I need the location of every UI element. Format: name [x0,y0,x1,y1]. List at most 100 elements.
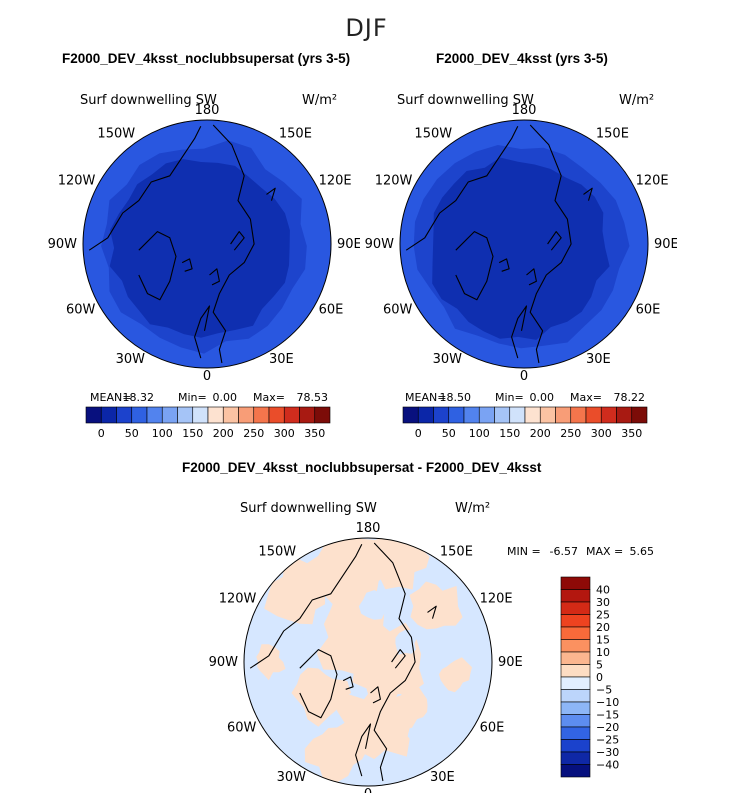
map-panel-right: Surf downwelling SW W/m² 180 0 150W 150E 120… [365,93,677,440]
lon-label-mid-lower-right: 60E [319,302,344,317]
colorbar-box [299,406,316,424]
figure-title: DJF [345,14,388,42]
colorbar-box [207,406,224,424]
lon-label-mid-upper-left: 120W [375,174,413,189]
colorbar-tick-label: −20 [596,721,619,734]
lon-label-upper-left: 150W [258,544,296,559]
colorbar-tick-label: 15 [596,634,610,647]
mean-value: 18.32 [123,391,155,404]
coastline [547,231,562,251]
mean-label: MEAN= [90,391,131,404]
colorbar-box [560,626,591,640]
min-value: -6.57 [550,545,578,558]
coastline [212,124,255,364]
colorbar-box [177,406,194,424]
lon-label-mid-lower-right: 60E [480,720,505,735]
mean-label: MEAN= [405,391,446,404]
colorbar-box [161,406,178,424]
max-value: 78.22 [614,391,646,404]
coastline [88,125,202,251]
colorbar-box [417,406,434,424]
lon-label-lower-right: 30E [269,352,294,367]
colorbar-box [116,406,133,424]
shade-positive [438,657,472,693]
coastline [355,723,372,777]
colorbar-tick-label: 150 [499,427,520,440]
colorbar-box [433,406,450,424]
coastline [373,542,416,782]
lon-label-lower-left: 30W [433,352,463,367]
colorbar-tick-label: 200 [213,427,234,440]
units-label: W/m² [455,501,490,516]
lon-label-upper-right: 150E [596,126,629,141]
shade-positive [291,667,352,727]
field-layer [400,120,648,368]
colorbar-box [560,664,591,678]
colorbar-tick-label: 250 [243,427,264,440]
colorbar-box [600,406,617,424]
field-layer [244,538,492,786]
colorbar-tick-label: 25 [596,609,610,622]
map-panel-diff: Surf downwelling SW W/m² 180 0 150W 150E 120… [209,501,655,793]
lon-label-bottom: 0 [364,787,372,793]
coastline [529,124,572,364]
coastline [230,231,245,251]
lon-label-bottom: 0 [520,369,528,384]
colorbar-tick-label: −5 [596,684,612,697]
max-label: Max= [570,391,602,404]
max-value: 78.53 [297,391,329,404]
lon-label-upper-left: 150W [414,126,452,141]
colorbar-box [509,406,526,424]
variable-label: Surf downwelling SW [397,93,534,108]
colorbar-tick-label: −15 [596,709,619,722]
max-label: MAX = [586,545,623,558]
shade-positive [409,581,463,630]
colorbar-box [268,406,285,424]
shade-level-0 [109,159,290,338]
colorbar-box [314,406,331,424]
colorbar-tick-label: 300 [274,427,295,440]
lon-label-mid-lower-left: 60W [66,302,96,317]
colorbar-tick-label: −10 [596,696,619,709]
colorbar-box [560,614,591,628]
min-value: 0.00 [213,391,238,404]
panel-title-diff: F2000_DEV_4ksst_noclubbsupersat - F2000_… [182,460,542,475]
colorbar-box [560,639,591,653]
colorbar-box [570,406,587,424]
colorbar-tick-label: 40 [596,584,610,597]
colorbar-box [560,726,591,740]
panel-title-right: F2000_DEV_4ksst (yrs 3-5) [436,51,608,66]
colorbar-box [448,406,465,424]
colorbar-box [560,739,591,753]
colorbar-box [560,714,591,728]
colorbar-tick-label: 200 [530,427,551,440]
colorbar-tick-label: −25 [596,734,619,747]
coastline [405,125,519,251]
coastline [526,268,537,286]
colorbar-tick-label: 10 [596,646,610,659]
panel-title-left: F2000_DEV_4ksst_noclubbsupersat (yrs 3-5… [62,51,351,66]
coastline [194,305,211,359]
colorbar-box [560,576,591,590]
colorbar-box [283,406,300,424]
lon-label-top: 180 [356,521,381,536]
colorbar-box [560,601,591,615]
coastline [209,268,220,286]
colorbar-box [402,406,419,424]
coastline [370,686,381,704]
colorbar-box [131,406,148,424]
colorbar-tick-label: 30 [596,596,610,609]
colorbar-tick-label: 150 [182,427,203,440]
field-layer [83,120,331,368]
shade-positive [304,720,370,783]
lon-label-mid-upper-right: 120E [319,174,352,189]
colorbar-tick-label: 5 [596,659,603,672]
lon-label-lower-left: 30W [277,770,307,785]
coastline [249,543,363,669]
max-value: 5.65 [630,545,655,558]
lon-label-mid-lower-left: 60W [227,720,257,735]
colorbar-box [146,406,163,424]
lon-label-lower-left: 30W [116,352,146,367]
lon-label-left: 90W [365,237,395,252]
shade-negative [407,723,440,755]
